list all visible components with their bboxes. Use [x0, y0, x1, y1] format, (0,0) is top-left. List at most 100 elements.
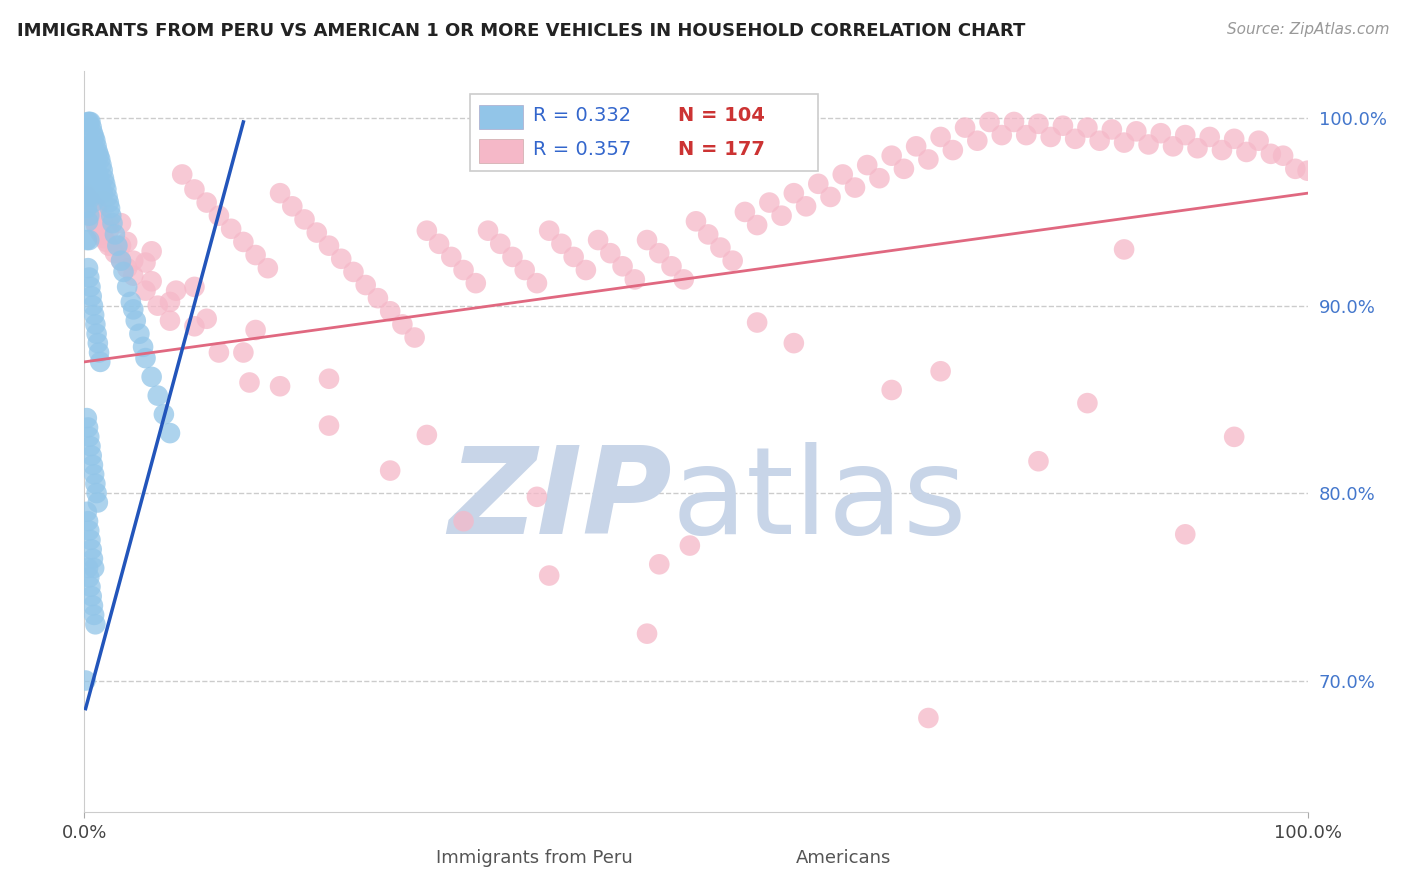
Point: [257, 261, 280, 276]
Point: [83, 467, 105, 482]
Point: [135, 351, 157, 365]
Point: [82, 599, 104, 613]
Point: [135, 255, 157, 269]
Point: [84, 134, 107, 148]
Point: [77, 190, 100, 204]
Text: R = 0.332: R = 0.332: [533, 106, 631, 125]
Point: [269, 186, 291, 201]
Point: [77, 233, 100, 247]
Point: [208, 209, 231, 223]
Point: [831, 168, 853, 182]
Point: [318, 372, 340, 386]
Point: [97, 216, 120, 230]
Point: [80, 190, 103, 204]
Point: [953, 120, 976, 135]
Point: [1076, 120, 1098, 135]
Point: [93, 231, 115, 245]
Point: [1223, 132, 1246, 146]
Point: [172, 168, 194, 182]
Text: atlas: atlas: [672, 442, 967, 559]
Text: R = 0.357: R = 0.357: [533, 139, 631, 159]
Point: [697, 227, 720, 242]
Point: [1101, 122, 1123, 136]
Point: [917, 153, 939, 167]
Point: [562, 250, 585, 264]
Point: [94, 177, 117, 191]
Point: [82, 149, 104, 163]
Point: [87, 224, 110, 238]
Point: [477, 224, 499, 238]
Point: [905, 139, 928, 153]
Point: [453, 514, 475, 528]
Point: [305, 226, 328, 240]
Point: [86, 486, 108, 500]
Point: [80, 542, 103, 557]
Point: [76, 411, 98, 425]
Point: [1174, 527, 1197, 541]
Point: [672, 272, 695, 286]
Point: [91, 194, 114, 208]
Point: [734, 205, 756, 219]
Point: [122, 302, 145, 317]
Point: [453, 263, 475, 277]
Point: [84, 476, 107, 491]
Point: [195, 195, 218, 210]
Point: [929, 130, 952, 145]
Point: [100, 209, 122, 223]
Point: [526, 490, 548, 504]
Point: [489, 236, 512, 251]
Point: [141, 274, 163, 288]
Point: [1236, 145, 1258, 159]
Point: [79, 439, 101, 453]
Point: [76, 505, 98, 519]
Point: [141, 244, 163, 259]
Point: [132, 340, 155, 354]
Point: [1161, 139, 1184, 153]
Point: [82, 458, 104, 472]
Point: [929, 364, 952, 378]
Point: [1211, 143, 1233, 157]
Point: [77, 570, 100, 584]
Point: [807, 177, 830, 191]
Point: [105, 238, 128, 252]
Point: [1198, 130, 1220, 145]
Point: [513, 263, 536, 277]
Point: [404, 330, 426, 344]
Point: [526, 276, 548, 290]
Point: [80, 168, 103, 182]
Point: [91, 186, 114, 201]
Point: [128, 326, 150, 341]
Point: [90, 227, 112, 242]
Point: [844, 180, 866, 194]
Point: [880, 149, 903, 163]
Point: [77, 209, 100, 223]
Point: [1223, 430, 1246, 444]
Point: [90, 182, 112, 196]
Point: [783, 186, 806, 201]
Point: [110, 216, 132, 230]
Point: [679, 539, 702, 553]
Point: [77, 214, 100, 228]
Point: [991, 128, 1014, 142]
Point: [77, 514, 100, 528]
Point: [1028, 117, 1050, 131]
Point: [183, 182, 205, 196]
FancyBboxPatch shape: [470, 94, 818, 171]
Point: [80, 205, 103, 219]
Point: [79, 533, 101, 547]
Point: [1125, 124, 1147, 138]
Text: N = 104: N = 104: [678, 106, 765, 125]
Point: [820, 190, 842, 204]
FancyBboxPatch shape: [479, 139, 523, 163]
Point: [76, 233, 98, 247]
Point: [83, 130, 105, 145]
Point: [794, 199, 817, 213]
Point: [84, 318, 107, 332]
Point: [79, 163, 101, 178]
Point: [86, 186, 108, 201]
Point: [183, 319, 205, 334]
Point: [77, 524, 100, 538]
Point: [238, 376, 260, 390]
Point: [1114, 243, 1136, 257]
Text: Immigrants from Peru: Immigrants from Peru: [436, 849, 633, 867]
